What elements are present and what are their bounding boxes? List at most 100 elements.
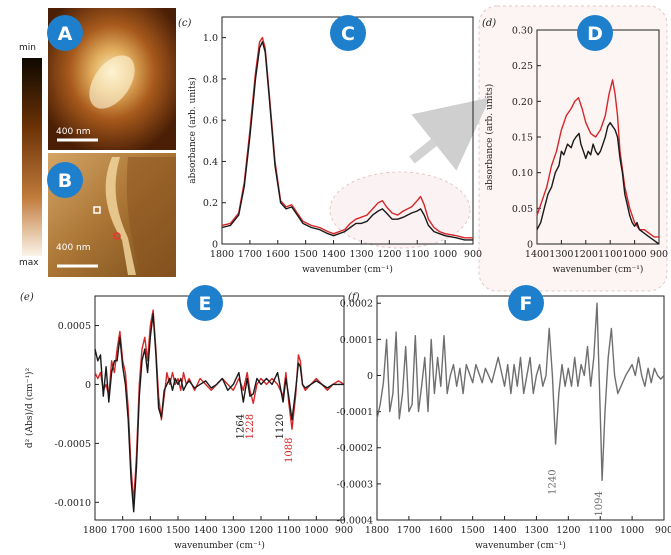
y-tick-label: 0.0002 — [340, 299, 373, 310]
chart-f: 1800 1700 1600 1500 1400 1300 1200 1100 1000 900 0… — [337, 285, 671, 551]
badge-f-label: F — [520, 293, 533, 315]
series-line-red — [221, 36, 473, 239]
panel-label: (f) — [348, 292, 360, 303]
x-axis-label: wavenumber (cm⁻¹) — [174, 540, 265, 551]
colorbar-max-label: max — [19, 258, 39, 268]
y-tick-label: -0.0004 — [337, 516, 373, 527]
x-tick-label: 1400 — [321, 249, 345, 260]
x-tick-label: 1800 — [210, 249, 234, 260]
afm-image-a: 400 nm A — [47, 8, 176, 150]
afm-image-b-marker-2 — [113, 232, 121, 240]
colorbar: min max — [19, 43, 42, 268]
x-tick-label: 1500 — [166, 525, 190, 536]
y-tick-label: 0.25 — [512, 61, 533, 72]
x-tick-label: 1400 — [194, 525, 218, 536]
peak-annotation: 1120 — [275, 414, 286, 439]
x-tick-label: 1200 — [556, 525, 580, 536]
y-tick-label: -0.0005 — [55, 439, 91, 450]
y-tick-label: 0.15 — [512, 133, 533, 144]
x-tick-label: 1300 — [549, 249, 573, 260]
afm-image-b-surface — [126, 157, 176, 277]
x-tick-label: 900 — [650, 249, 668, 260]
y-tick-label: 0 — [367, 371, 373, 382]
y-tick-label: 0 — [85, 380, 91, 391]
x-tick-label: 1700 — [397, 525, 421, 536]
y-tick-label: -0.0001 — [337, 407, 373, 418]
series-line-black — [94, 313, 344, 513]
x-tick-label: 1600 — [138, 525, 162, 536]
series-line-red — [94, 309, 345, 503]
x-tick-label: 1500 — [461, 525, 485, 536]
charts: 1800 1700 1600 1500 1400 1300 1200 1100 1000 9000… — [20, 15, 671, 551]
x-tick-label: 1000 — [304, 525, 328, 536]
badge-d-label: D — [587, 23, 603, 45]
x-tick-label: 1100 — [277, 525, 301, 536]
x-tick-label: 1100 — [405, 249, 429, 260]
afm-image-a-scalebar-label: 400 nm — [56, 127, 91, 137]
y-tick-label: 0.10 — [512, 168, 533, 179]
y-tick-label: 0 — [212, 240, 218, 251]
x-tick-label: 1600 — [429, 525, 453, 536]
afm-image-b-fibril — [105, 157, 136, 275]
afm-image-a-highlight — [89, 55, 135, 109]
afm-image-b-scalebar-label: 400 nm — [56, 243, 91, 253]
colorbar-gradient — [22, 58, 42, 256]
peak-annotation: 1094 — [594, 491, 605, 516]
chart-f-frame — [376, 295, 665, 521]
x-tick-label: 1800 — [83, 525, 107, 536]
y-tick-label: 1.0 — [203, 33, 218, 44]
y-tick-label: 0.6 — [203, 116, 218, 127]
x-tick-label: 1200 — [377, 249, 401, 260]
panel-label: (d) — [482, 18, 496, 29]
x-axis-label: wavenumber (cm⁻¹) — [302, 264, 393, 275]
series-line-black — [221, 41, 473, 241]
peak-annotation: 1088 — [284, 437, 295, 462]
chart-c: 1800 1700 1600 1500 1400 1300 1200 1100 1000 900 0… — [178, 15, 482, 275]
x-tick-label: 1500 — [294, 249, 318, 260]
x-tick-label: 1300 — [349, 249, 373, 260]
y-axis-label: absorbance (arb. units) — [187, 77, 198, 184]
y-tick-label: 0.8 — [203, 74, 218, 85]
colorbar-min-label: min — [19, 43, 36, 53]
x-tick-label: 1000 — [623, 249, 647, 260]
x-tick-label: 1800 — [365, 525, 389, 536]
y-axis-label: d² (Abs)/d (cm⁻¹)² — [24, 367, 35, 448]
x-tick-label: 900 — [464, 249, 482, 260]
y-tick-label: 0.20 — [512, 97, 533, 108]
x-tick-label: 1300 — [221, 525, 245, 536]
x-tick-label: 1100 — [598, 249, 622, 260]
badge-a-label: A — [58, 23, 73, 45]
x-axis-label: wavenumber (cm⁻¹) — [553, 264, 644, 275]
x-tick-label: 1700 — [111, 525, 135, 536]
y-tick-label: 0.0005 — [58, 321, 91, 332]
afm-image-b: 400 nm B — [47, 153, 176, 277]
y-tick-label: 0.30 — [512, 26, 533, 37]
x-tick-label: 1200 — [249, 525, 273, 536]
badge-c — [330, 15, 366, 51]
badge-e — [187, 285, 223, 321]
y-tick-label: 0 — [527, 240, 533, 251]
panel-d-highlight — [478, 5, 668, 292]
peak-annotation: 1264 — [235, 414, 246, 439]
badge-b — [47, 162, 83, 198]
y-tick-label: 0.2 — [203, 198, 218, 209]
y-tick-label: 0.05 — [512, 204, 533, 215]
chart-e: 1800 1700 1600 1500 1400 1300 1200 1100 1000 900 0… — [20, 285, 353, 551]
x-tick-label: 1000 — [620, 525, 644, 536]
y-tick-label: 0.4 — [203, 157, 218, 168]
badge-b-label: B — [58, 170, 72, 192]
x-tick-label: 1600 — [266, 249, 290, 260]
badge-d — [577, 15, 613, 51]
x-tick-label: 1400 — [525, 249, 549, 260]
peak-annotation: 1240 — [548, 469, 559, 494]
badge-c-label: C — [341, 23, 355, 45]
x-tick-label: 1200 — [574, 249, 598, 260]
y-tick-label: -0.0002 — [337, 443, 373, 454]
x-tick-label: 1400 — [492, 525, 516, 536]
x-tick-label: 1700 — [238, 249, 262, 260]
y-tick-label: -0.0003 — [337, 479, 373, 490]
y-axis-label: absorbance (arb. units) — [484, 84, 495, 191]
series-line-gray — [376, 302, 665, 481]
x-tick-label: 1100 — [588, 525, 612, 536]
peak-annotation: 1228 — [245, 414, 256, 439]
